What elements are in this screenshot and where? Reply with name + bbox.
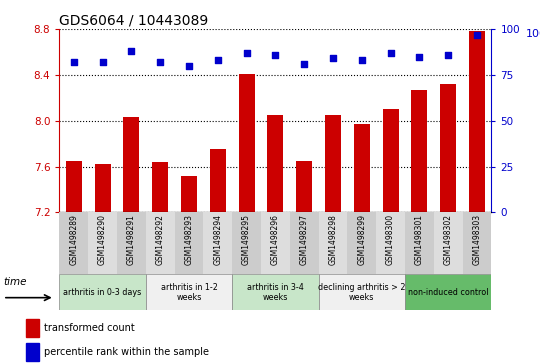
Point xyxy=(185,63,193,69)
Bar xyxy=(411,90,427,212)
Text: non-induced control: non-induced control xyxy=(408,288,489,297)
Text: GSM1498297: GSM1498297 xyxy=(300,214,309,265)
Bar xyxy=(376,212,405,274)
Bar xyxy=(405,212,434,274)
Bar xyxy=(146,274,232,310)
Bar xyxy=(26,319,39,337)
Text: GSM1498302: GSM1498302 xyxy=(444,214,453,265)
Text: GDS6064 / 10443089: GDS6064 / 10443089 xyxy=(59,14,208,28)
Text: GSM1498290: GSM1498290 xyxy=(98,214,107,265)
Bar xyxy=(174,212,204,274)
Point xyxy=(127,48,136,54)
Bar xyxy=(94,164,111,212)
Bar xyxy=(354,124,370,212)
Bar xyxy=(405,274,491,310)
Point xyxy=(271,52,280,58)
Text: 100%: 100% xyxy=(526,29,540,39)
Bar xyxy=(325,115,341,212)
Text: arthritis in 1-2
weeks: arthritis in 1-2 weeks xyxy=(160,282,218,302)
Bar xyxy=(319,212,347,274)
Text: percentile rank within the sample: percentile rank within the sample xyxy=(44,347,210,357)
Bar xyxy=(152,162,168,212)
Bar xyxy=(463,212,491,274)
Point xyxy=(444,52,453,58)
Bar xyxy=(232,274,319,310)
Text: GSM1498289: GSM1498289 xyxy=(69,214,78,265)
Bar xyxy=(290,212,319,274)
Text: arthritis in 0-3 days: arthritis in 0-3 days xyxy=(64,288,141,297)
Bar xyxy=(146,212,174,274)
Bar xyxy=(59,274,146,310)
Bar xyxy=(210,149,226,212)
Text: GSM1498300: GSM1498300 xyxy=(386,214,395,265)
Bar xyxy=(117,212,146,274)
Point xyxy=(70,59,78,65)
Text: arthritis in 3-4
weeks: arthritis in 3-4 weeks xyxy=(247,282,304,302)
Bar xyxy=(181,176,197,212)
Text: GSM1498294: GSM1498294 xyxy=(213,214,222,265)
Point xyxy=(357,57,366,63)
Bar xyxy=(26,343,39,361)
Bar xyxy=(440,84,456,212)
Bar xyxy=(434,212,463,274)
Point xyxy=(329,56,338,61)
Bar xyxy=(66,161,82,212)
Text: GSM1498296: GSM1498296 xyxy=(271,214,280,265)
Text: GSM1498298: GSM1498298 xyxy=(328,214,338,265)
Bar xyxy=(383,109,399,212)
Bar xyxy=(267,115,284,212)
Point xyxy=(242,50,251,56)
Bar xyxy=(347,212,376,274)
Text: GSM1498292: GSM1498292 xyxy=(156,214,165,265)
Point xyxy=(472,32,481,37)
Point xyxy=(213,57,222,63)
Text: declining arthritis > 2
weeks: declining arthritis > 2 weeks xyxy=(318,282,406,302)
Text: GSM1498295: GSM1498295 xyxy=(242,214,251,265)
Bar xyxy=(319,274,405,310)
Point xyxy=(98,59,107,65)
Bar xyxy=(261,212,290,274)
Text: GSM1498301: GSM1498301 xyxy=(415,214,424,265)
Bar xyxy=(232,212,261,274)
Point xyxy=(386,50,395,56)
Bar xyxy=(296,161,312,212)
Point xyxy=(156,59,165,65)
Text: time: time xyxy=(3,277,26,287)
Bar xyxy=(239,74,254,212)
Bar xyxy=(88,212,117,274)
Point xyxy=(415,54,424,60)
Bar xyxy=(469,31,485,212)
Bar xyxy=(204,212,232,274)
Text: GSM1498293: GSM1498293 xyxy=(185,214,193,265)
Text: GSM1498299: GSM1498299 xyxy=(357,214,366,265)
Text: GSM1498291: GSM1498291 xyxy=(127,214,136,265)
Point xyxy=(300,61,308,67)
Bar xyxy=(59,212,88,274)
Text: transformed count: transformed count xyxy=(44,323,135,333)
Bar xyxy=(124,117,139,212)
Text: GSM1498303: GSM1498303 xyxy=(472,214,482,265)
